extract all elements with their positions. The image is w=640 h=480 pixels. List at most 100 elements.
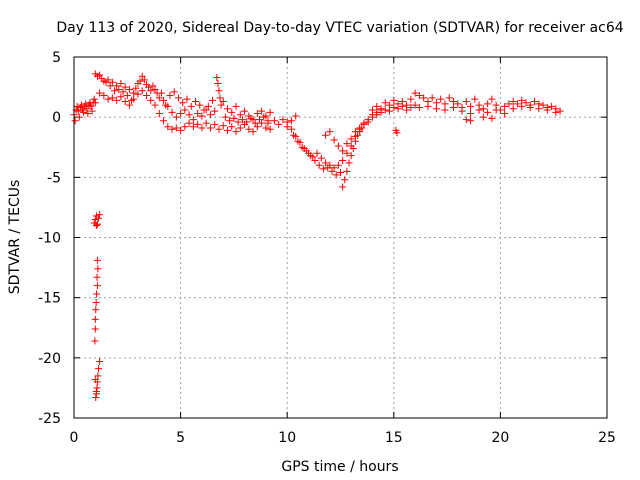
data-point-marker: [373, 102, 381, 110]
x-tick-label: 5: [176, 430, 185, 446]
data-point-marker: [170, 88, 178, 96]
data-point-marker: [73, 102, 81, 110]
data-point-marker: [74, 107, 82, 115]
data-point-marker: [91, 325, 99, 333]
data-point-marker: [113, 82, 121, 90]
data-point-marker: [236, 124, 244, 132]
data-point-marker: [219, 122, 227, 130]
data-point-marker: [432, 99, 440, 107]
data-point-marker: [125, 101, 133, 109]
data-point-marker: [251, 119, 259, 127]
data-point-marker: [394, 105, 402, 113]
data-point-marker: [539, 101, 547, 109]
data-point-marker: [138, 72, 146, 80]
data-point-marker: [315, 161, 323, 169]
data-point-marker: [192, 98, 200, 106]
data-point-marker: [266, 125, 274, 133]
data-point-marker: [249, 128, 257, 136]
data-point-marker: [270, 117, 278, 125]
data-point-marker: [134, 90, 142, 98]
data-point-marker: [172, 124, 180, 132]
data-point-marker: [467, 102, 475, 110]
data-point-marker: [526, 104, 534, 112]
data-point-marker: [552, 108, 560, 116]
data-point-marker: [339, 147, 347, 155]
data-point-marker: [339, 183, 347, 191]
data-point-marker: [95, 365, 103, 373]
x-tick-label: 20: [491, 430, 509, 446]
data-point-marker: [145, 83, 153, 91]
y-tick-label: -10: [38, 231, 61, 247]
data-point-marker: [458, 107, 466, 115]
data-point-marker: [214, 79, 222, 87]
chart-title: Day 113 of 2020, Sidereal Day-to-day VTE…: [56, 20, 623, 36]
data-point-marker: [390, 96, 398, 104]
data-point-marker: [194, 120, 202, 128]
data-point-marker: [93, 256, 101, 264]
data-point-marker: [390, 104, 398, 112]
data-point-marker: [428, 94, 436, 102]
data-point-marker: [313, 149, 321, 157]
data-point-marker: [123, 92, 131, 100]
data-point-marker: [117, 93, 125, 101]
y-tick-label: -25: [38, 411, 61, 427]
data-point-marker: [420, 94, 428, 102]
y-tick-label: -15: [38, 291, 61, 307]
data-point-marker: [334, 161, 342, 169]
data-point-marker: [200, 106, 208, 114]
data-point-marker: [403, 106, 411, 114]
data-point-marker: [360, 120, 368, 128]
data-point-marker: [488, 95, 496, 103]
data-point-marker: [224, 105, 232, 113]
data-point-marker: [234, 118, 242, 126]
data-point-marker: [213, 73, 221, 81]
data-point-marker: [509, 98, 517, 106]
data-point-marker: [189, 116, 197, 124]
data-point-marker: [309, 153, 317, 161]
data-point-marker: [535, 105, 543, 113]
data-point-marker: [462, 116, 470, 124]
data-point-marker: [147, 96, 155, 104]
data-point-marker: [424, 102, 432, 110]
data-point-marker: [467, 117, 475, 125]
data-point-marker: [411, 101, 419, 109]
data-point-marker: [117, 79, 125, 87]
data-point-marker: [125, 85, 133, 93]
data-point-marker: [326, 161, 334, 169]
data-point-marker: [381, 106, 389, 114]
data-point-marker: [151, 101, 159, 109]
data-point-marker: [393, 129, 401, 137]
data-point-marker: [441, 106, 449, 114]
data-point-marker: [91, 375, 99, 383]
data-point-marker: [221, 113, 229, 121]
data-point-marker: [177, 110, 185, 118]
data-point-marker: [258, 119, 266, 127]
data-point-marker: [454, 100, 462, 108]
data-point-marker: [543, 106, 551, 114]
data-point-marker: [142, 92, 150, 100]
data-point-marker: [92, 388, 100, 396]
data-point-marker: [90, 95, 98, 103]
data-point-marker: [211, 107, 219, 115]
data-point-marker: [319, 165, 327, 173]
data-point-marker: [147, 87, 155, 95]
data-point-marker: [241, 107, 249, 115]
data-point-marker: [253, 110, 261, 118]
data-point-marker: [82, 100, 90, 108]
data-point-marker: [75, 113, 83, 121]
data-point-marker: [104, 76, 112, 84]
data-point-marker: [258, 107, 266, 115]
data-point-marker: [373, 111, 381, 119]
data-point-marker: [111, 87, 119, 95]
data-point-marker: [96, 71, 104, 79]
data-point-marker: [264, 117, 272, 125]
data-point-marker: [94, 372, 102, 380]
data-point-marker: [83, 105, 91, 113]
data-point-marker: [386, 107, 394, 115]
data-point-marker: [245, 125, 253, 133]
data-point-marker: [260, 113, 268, 121]
data-point-marker: [232, 128, 240, 136]
data-point-marker: [437, 95, 445, 103]
